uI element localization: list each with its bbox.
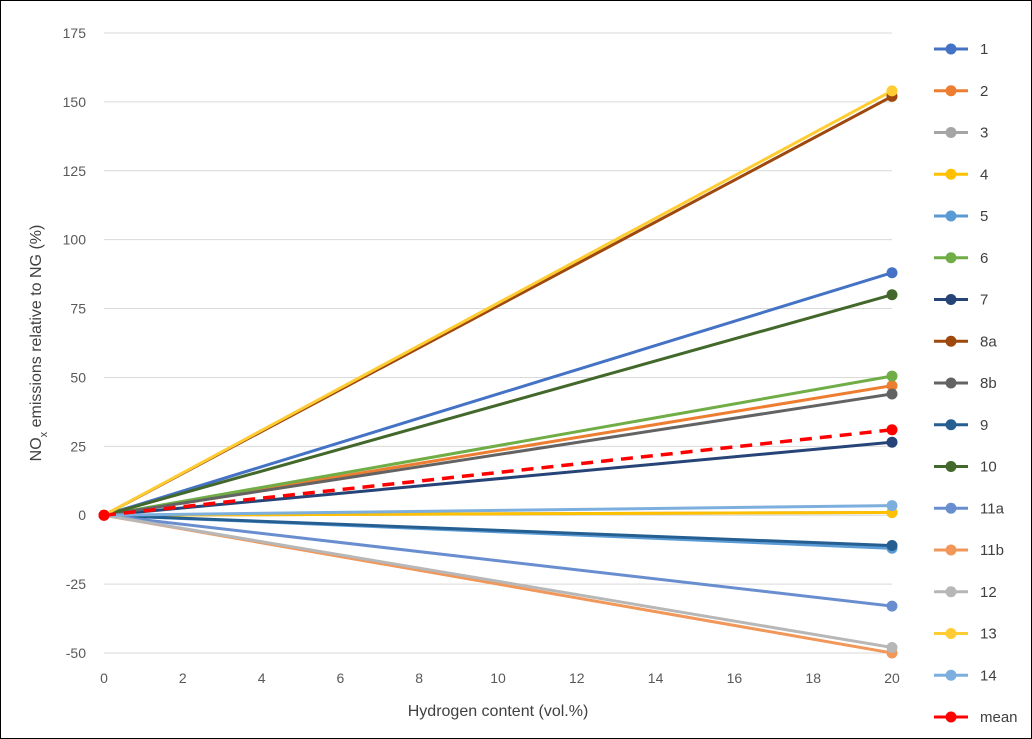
- series-mean-point: [98, 509, 110, 521]
- y-tick-label: 150: [63, 94, 87, 110]
- y-tick-label: -25: [66, 576, 86, 592]
- x-tick-label: 8: [415, 670, 423, 686]
- y-tick-label: 0: [78, 507, 86, 523]
- y-axis-ticks: -50 -25 0 25 50 75 100 125 150 175: [63, 25, 87, 661]
- legend-marker-10: [945, 461, 957, 472]
- legend-marker-8b: [945, 377, 957, 389]
- series-mean-point: [886, 424, 898, 436]
- series-1-point: [886, 267, 898, 279]
- x-tick-label: 14: [648, 670, 664, 686]
- series-10-line: [103, 293, 893, 517]
- series-8b-point: [886, 388, 898, 400]
- legend-label-7: 7: [980, 292, 988, 309]
- x-axis-title: Hydrogen content (vol.%): [408, 703, 589, 720]
- legend-label-mean: mean: [980, 709, 1018, 726]
- series-lines: [103, 89, 893, 655]
- legend-label-6: 6: [980, 250, 988, 267]
- legend-marker-7: [945, 294, 957, 305]
- legend-marker-8a: [945, 335, 957, 347]
- legend-marker-mean: [945, 711, 957, 723]
- series-6-point: [886, 370, 898, 382]
- legend-marker-2: [945, 85, 957, 97]
- legend-label-9: 9: [980, 417, 988, 434]
- series-7-point: [886, 436, 898, 448]
- x-tick-label: 18: [805, 670, 821, 686]
- y-tick-label: 100: [63, 232, 87, 248]
- legend-marker-4: [945, 168, 957, 180]
- legend-label-10: 10: [980, 459, 997, 476]
- legend-marker-9: [945, 419, 957, 431]
- series-6-line: [103, 374, 893, 517]
- series-14-line: [103, 504, 893, 517]
- series-8b-line: [103, 392, 893, 517]
- legend-marker-14: [945, 669, 957, 681]
- x-tick-label: 2: [179, 670, 187, 686]
- legend-label-11a: 11a: [980, 500, 1005, 517]
- x-tick-label: 16: [727, 670, 743, 686]
- x-tick-label: 20: [884, 670, 900, 686]
- legend-label-14: 14: [980, 667, 997, 684]
- series-12-point: [886, 641, 898, 653]
- legend-marker-12: [945, 586, 957, 598]
- y-tick-label: 25: [70, 438, 86, 454]
- series-12-line: [103, 513, 893, 649]
- series-11a-point: [886, 600, 898, 612]
- legend-label-13: 13: [980, 626, 997, 643]
- y-axis-title-rest: emissions relative to NG (%): [28, 225, 45, 432]
- y-axis-title-subscript: x: [38, 431, 50, 437]
- y-tick-label: 75: [70, 301, 86, 317]
- y-axis-title: NOx emissions relative to NG (%): [28, 225, 50, 462]
- legend-label-3: 3: [980, 125, 988, 142]
- y-tick-label: -50: [66, 645, 86, 661]
- series-1-line: [103, 271, 893, 517]
- x-tick-label: 0: [100, 670, 108, 686]
- series-7-line: [103, 440, 893, 517]
- series-9-point: [886, 540, 898, 552]
- series-13-point: [886, 85, 898, 97]
- legend-label-8b: 8b: [980, 375, 997, 392]
- x-tick-label: 10: [490, 670, 506, 686]
- legend-marker-11a: [945, 502, 957, 514]
- x-axis-ticks: 0 2 4 6 8 10 12 14 16 18 20: [100, 670, 900, 686]
- legend-label-12: 12: [980, 584, 997, 601]
- series-10-point: [886, 289, 898, 301]
- legend-label-5: 5: [980, 208, 988, 225]
- series-14-point: [886, 500, 898, 512]
- legend-marker-13: [945, 628, 957, 639]
- x-tick-label: 6: [337, 670, 345, 686]
- y-tick-label: 125: [63, 163, 87, 179]
- series-mean-line: [103, 428, 893, 517]
- series-2-point: [886, 380, 898, 392]
- y-axis-title-main: NO: [28, 437, 45, 461]
- legend-marker-5: [945, 210, 957, 222]
- legend-marker-3: [945, 127, 957, 138]
- y-tick-label: 50: [70, 369, 86, 385]
- series-11a-line: [103, 513, 893, 608]
- x-tick-label: 12: [569, 670, 585, 686]
- series-13-line: [103, 89, 893, 517]
- legend-label-8a: 8a: [980, 333, 997, 350]
- legend-marker-11b: [945, 544, 957, 556]
- y-tick-label: 175: [63, 25, 87, 41]
- x-tick-label: 4: [258, 670, 266, 686]
- legend-label-11b: 11b: [980, 542, 1004, 559]
- legend-label-2: 2: [980, 83, 988, 100]
- legend-label-1: 1: [980, 41, 988, 58]
- legend-marker-1: [945, 43, 957, 55]
- series-points: [98, 85, 898, 659]
- legend-marker-6: [945, 252, 957, 264]
- series-9-line: [103, 513, 893, 548]
- legend-label-4: 4: [980, 166, 988, 183]
